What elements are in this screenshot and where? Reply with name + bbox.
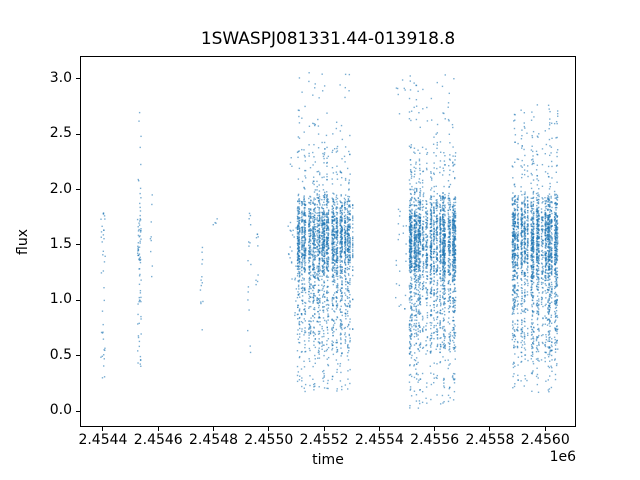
x-tick-label: 2.4558 <box>465 432 515 448</box>
y-tick-mark <box>76 244 80 246</box>
y-tick-mark <box>76 189 80 191</box>
y-tick-label: 0.5 <box>49 346 72 363</box>
x-tick-label: 2.4544 <box>78 432 128 448</box>
y-tick-mark <box>76 355 80 357</box>
x-tick-mark <box>434 427 436 431</box>
x-axis-label: time <box>312 452 344 468</box>
y-tick-label: 3.0 <box>49 69 72 86</box>
y-tick-label: 1.5 <box>49 235 72 252</box>
x-tick-label: 2.4554 <box>354 432 404 448</box>
x-tick-mark <box>102 427 104 431</box>
x-tick-label: 2.4560 <box>520 432 570 448</box>
y-tick-label: 0.0 <box>49 402 72 419</box>
plot-area <box>80 56 576 427</box>
x-tick-mark <box>268 427 270 431</box>
y-tick-mark <box>76 133 80 135</box>
x-axis-offset-text: 1e6 <box>549 449 576 465</box>
chart-title: 1SWASPJ081331.44-013918.8 <box>200 29 456 49</box>
x-tick-label: 2.4548 <box>189 432 239 448</box>
y-tick-mark <box>76 299 80 301</box>
x-tick-mark <box>323 427 325 431</box>
x-tick-mark <box>544 427 546 431</box>
y-tick-label: 2.0 <box>49 180 72 197</box>
y-tick-label: 2.5 <box>49 125 72 142</box>
x-tick-label: 2.4550 <box>244 432 294 448</box>
x-tick-mark <box>489 427 491 431</box>
x-tick-mark <box>157 427 159 431</box>
scatter-canvas <box>81 57 575 426</box>
x-tick-mark <box>378 427 380 431</box>
x-tick-label: 2.4552 <box>299 432 349 448</box>
y-tick-label: 1.0 <box>49 291 72 308</box>
x-tick-mark <box>213 427 215 431</box>
y-tick-mark <box>76 78 80 80</box>
x-tick-label: 2.4556 <box>410 432 460 448</box>
x-tick-label: 2.4546 <box>133 432 183 448</box>
y-tick-mark <box>76 410 80 412</box>
